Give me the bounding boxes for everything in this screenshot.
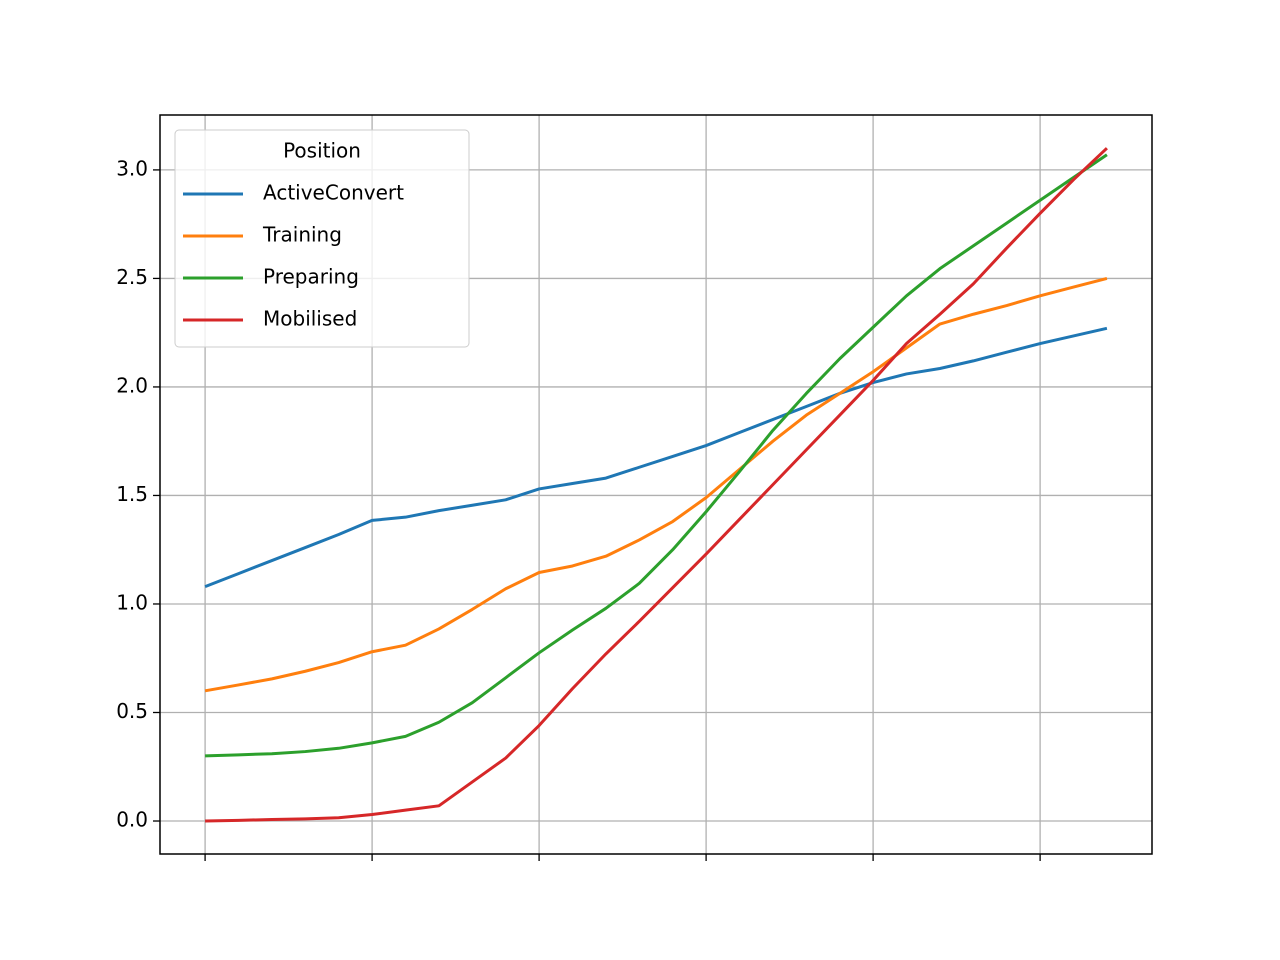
y-tick-label: 3.0 [116,156,148,180]
legend-label: Training [262,223,342,247]
lines [204,147,1108,823]
y-tick-label: 0.5 [116,699,148,723]
legend: Position ActiveConvert Training Preparing M… [174,129,470,348]
y-tick-label: 2.5 [116,265,148,289]
legend-label: ActiveConvert [263,181,404,205]
y-tick-label: 0.0 [116,808,148,832]
legend-label: Mobilised [263,307,357,331]
y-tick-label: 2.0 [116,373,148,397]
series-line [205,153,1108,758]
legend-title: Position [283,139,361,163]
y-tick-label: 1.0 [116,590,148,614]
axes-frame [159,114,1153,855]
series-line [204,326,1108,589]
legend-box [174,129,470,348]
y-tick-label: 1.5 [116,482,148,506]
legend-label: Preparing [263,265,359,289]
series-line [205,147,1108,823]
series-line [204,276,1108,693]
